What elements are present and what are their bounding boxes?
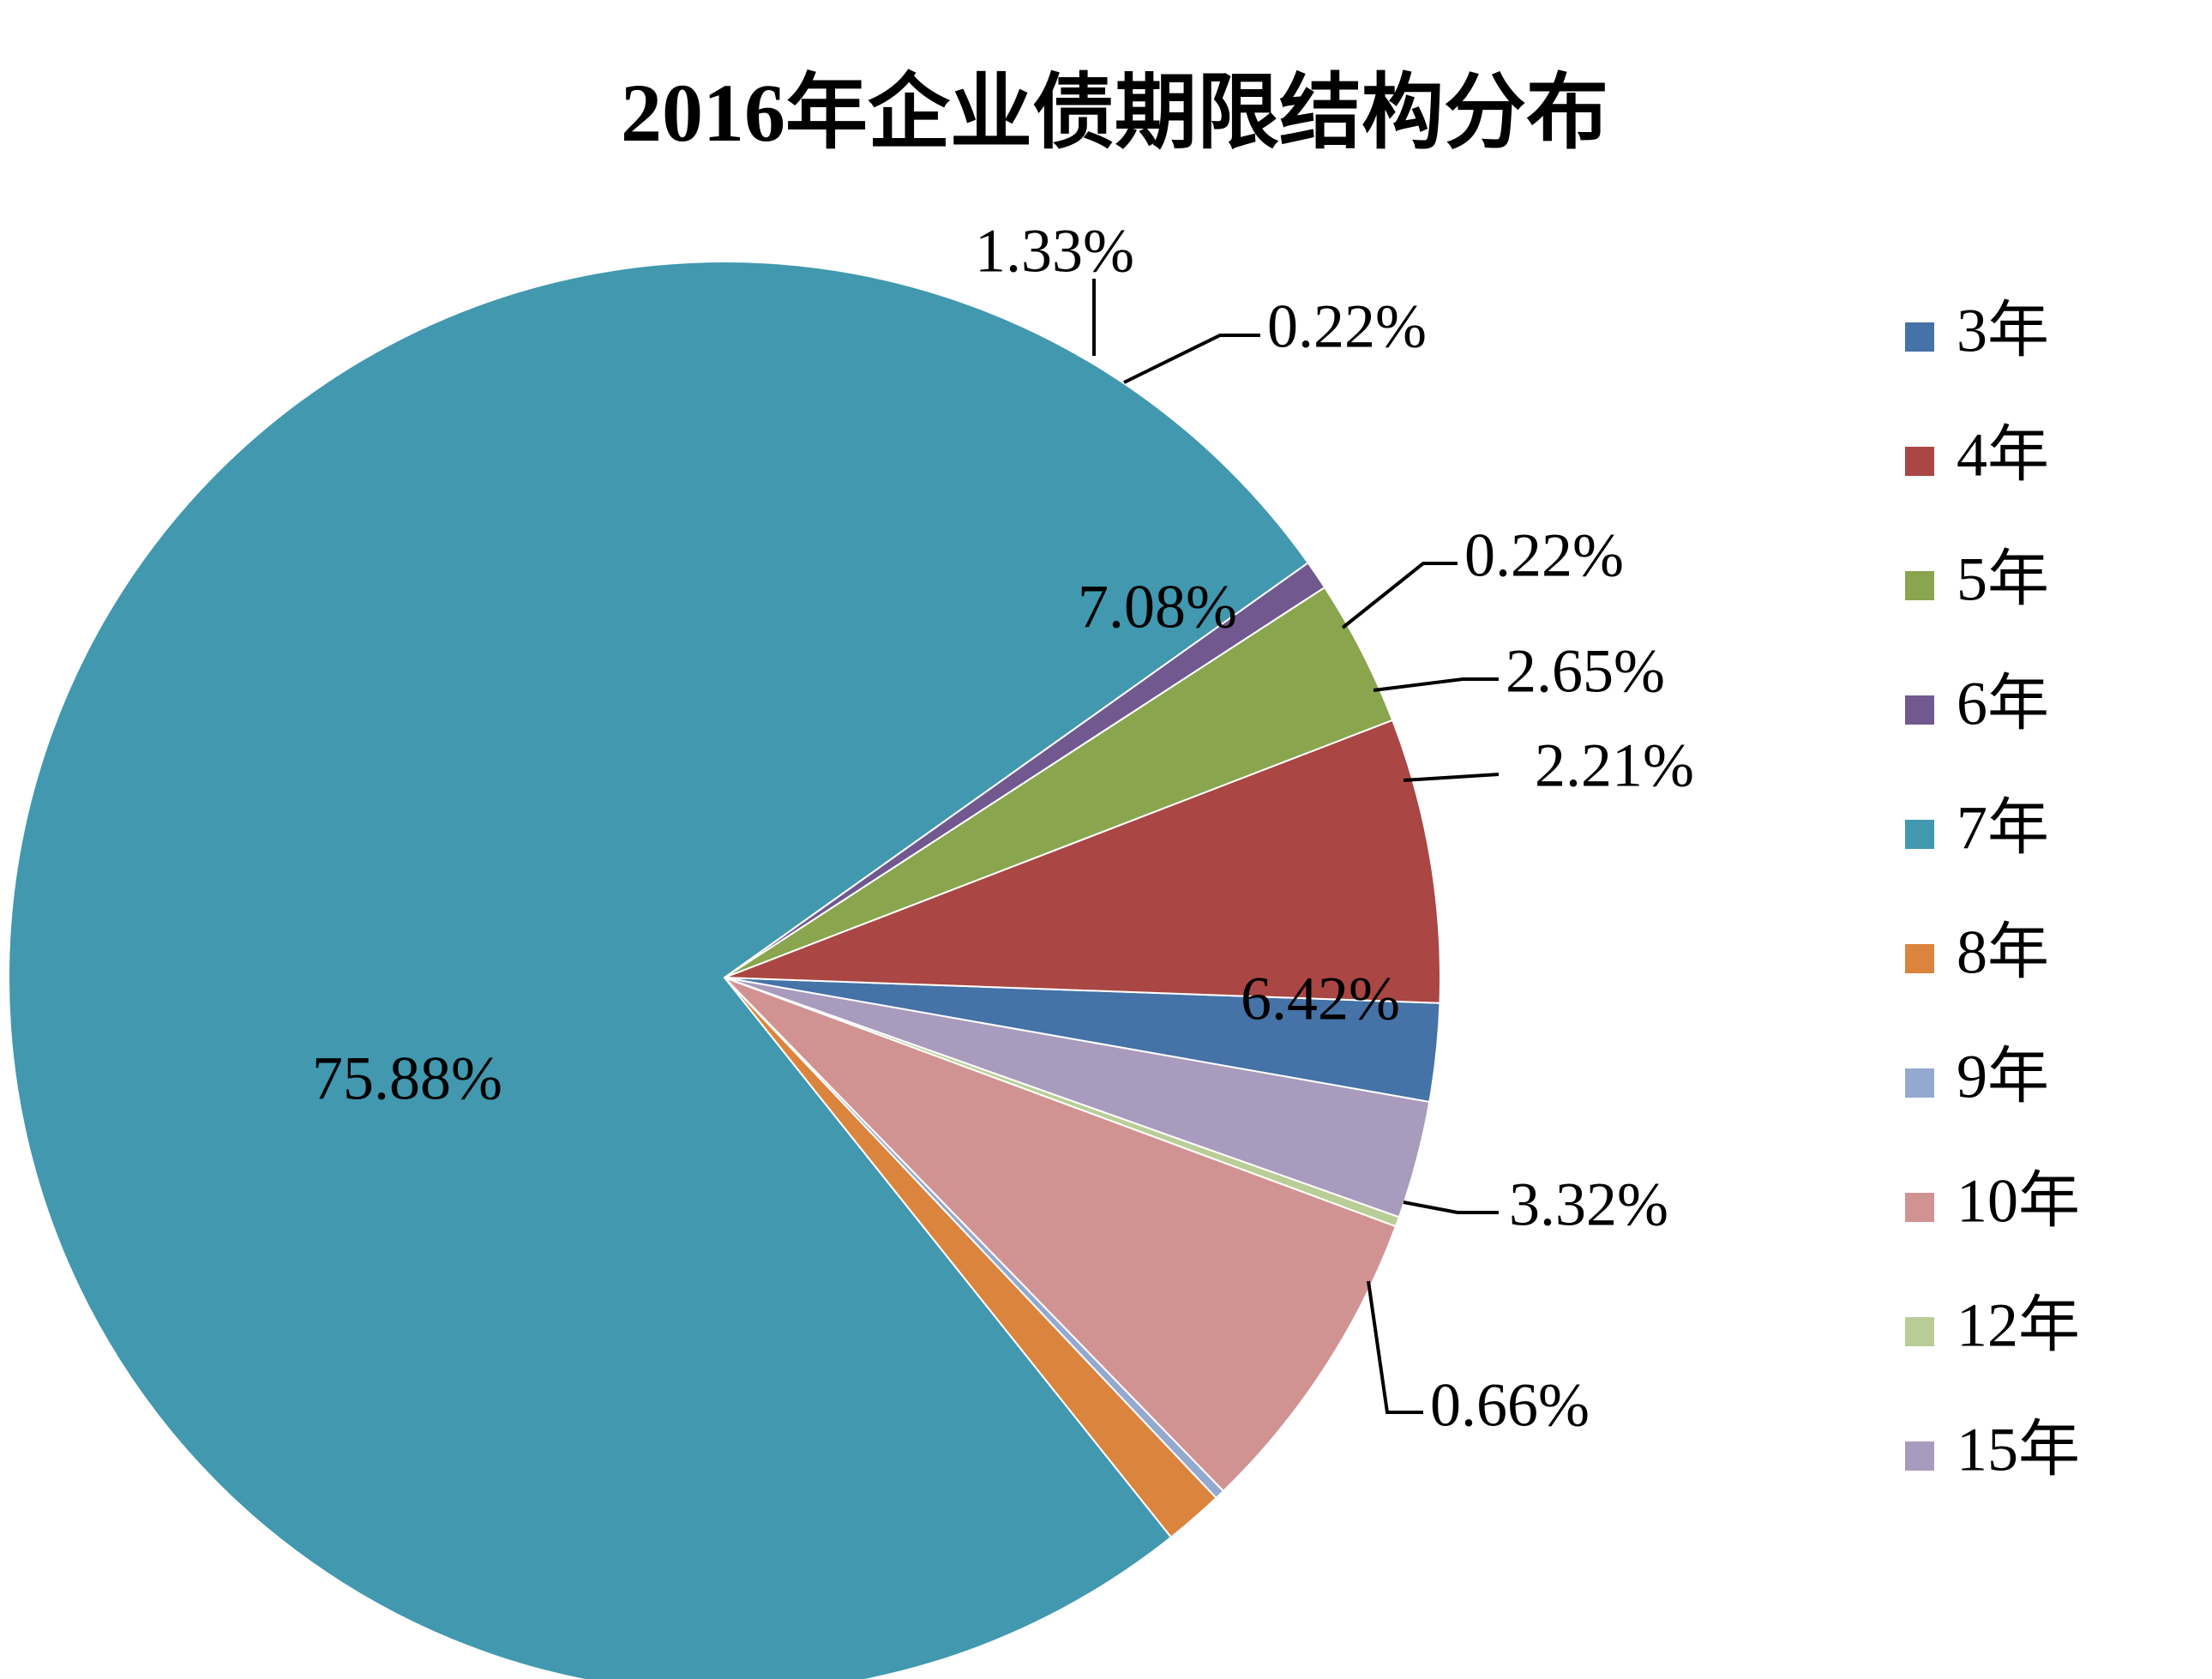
data-label-9: 2.65% xyxy=(1506,637,1665,706)
legend-label: 4年 xyxy=(1957,421,2049,490)
slice-9 xyxy=(724,977,1431,1219)
legend-label: 9年 xyxy=(1957,1043,2049,1111)
data-label-2: 3.32% xyxy=(1509,1170,1668,1239)
legend-swatch xyxy=(1905,1068,1934,1098)
leader-line-2 xyxy=(1403,1201,1499,1214)
chart-title: 2016年企业债期限结构分布 xyxy=(621,67,1608,159)
legend-swatch xyxy=(1905,322,1934,352)
legend-item-7: 10年 xyxy=(1905,1167,2080,1236)
leader-line-3 xyxy=(1367,1280,1423,1414)
legend-label: 6年 xyxy=(1957,670,2049,738)
legend-label: 15年 xyxy=(1957,1416,2080,1484)
legend-label: 8年 xyxy=(1957,918,2049,987)
leader-line-8 xyxy=(1341,562,1458,629)
legend-item-1: 4年 xyxy=(1905,421,2049,490)
leader-lines xyxy=(1092,279,1500,1414)
legend-swatch xyxy=(1905,447,1934,476)
data-label-7: 7.08% xyxy=(1078,573,1237,641)
legend-swatch xyxy=(1905,1441,1934,1471)
legend-item-3: 6年 xyxy=(1905,670,2049,738)
legend-swatch xyxy=(1905,1317,1934,1346)
legend-swatch xyxy=(1905,1193,1934,1222)
leader-line-6 xyxy=(1123,334,1260,384)
pie-slices xyxy=(8,261,1441,1679)
data-label-3: 0.66% xyxy=(1430,1371,1590,1440)
legend-label: 12年 xyxy=(1957,1291,2080,1360)
data-label-4: 75.88% xyxy=(312,1044,502,1113)
data-label-0: 2.21% xyxy=(1535,731,1694,800)
legend: 3年 4年 5年 6年 7年 8年 9年 10年 12年 15年 xyxy=(1905,297,2080,1484)
slice-1 xyxy=(724,719,1441,1004)
legend-swatch xyxy=(1905,695,1934,725)
legend-label: 5年 xyxy=(1957,545,2049,614)
legend-item-6: 9年 xyxy=(1905,1043,2049,1111)
legend-item-8: 12年 xyxy=(1905,1291,2080,1360)
legend-item-2: 5年 xyxy=(1905,545,2049,614)
slice-7 xyxy=(724,977,1398,1493)
legend-swatch xyxy=(1905,820,1934,849)
legend-item-5: 8年 xyxy=(1905,918,2049,987)
data-labels: 2.21% 6.42% 3.32% 0.66% 75.88% 1.33% 0.22% 7.08… xyxy=(312,217,1694,1440)
legend-label: 7年 xyxy=(1957,794,2049,863)
legend-swatch xyxy=(1905,944,1934,973)
legend-item-4: 7年 xyxy=(1905,794,2049,863)
slice-4 xyxy=(8,261,1310,1679)
data-label-8: 0.22% xyxy=(1464,521,1624,590)
leader-line-9 xyxy=(1373,677,1499,692)
legend-item-0: 3年 xyxy=(1905,297,2049,365)
legend-label: 10年 xyxy=(1957,1167,2080,1236)
data-label-1: 6.42% xyxy=(1241,965,1400,1033)
legend-swatch xyxy=(1905,571,1934,600)
legend-item-9: 15年 xyxy=(1905,1416,2080,1484)
data-label-6: 0.22% xyxy=(1267,292,1427,361)
data-label-5: 1.33% xyxy=(975,217,1134,286)
legend-label: 3年 xyxy=(1957,297,2049,365)
leader-line-0 xyxy=(1403,773,1500,782)
